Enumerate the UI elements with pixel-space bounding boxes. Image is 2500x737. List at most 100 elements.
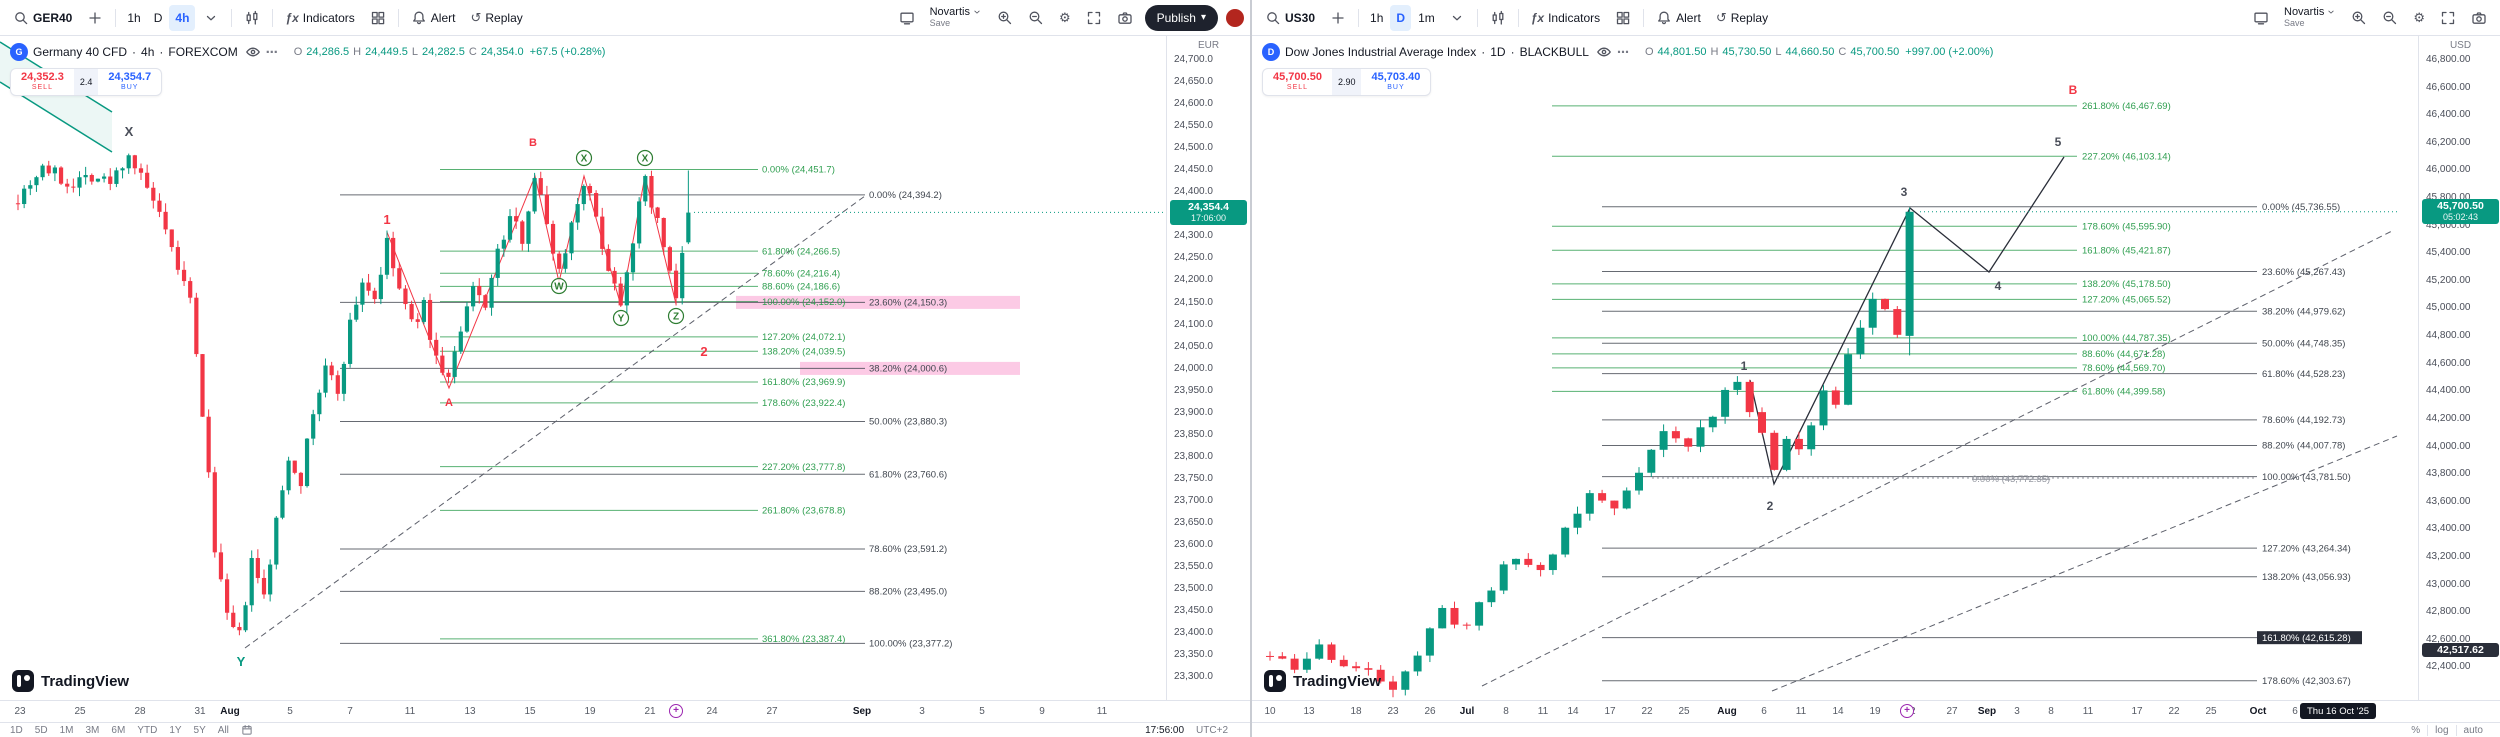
timeframe-2[interactable]: D bbox=[148, 5, 169, 31]
symbol-search-button[interactable]: US30 bbox=[1258, 5, 1322, 31]
screenshot-button[interactable] bbox=[1110, 5, 1140, 31]
range-5D[interactable]: 5D bbox=[34, 724, 48, 736]
chart-pane: 0.00% (24,451.7) 61.80% (24,266.5) 78.60% … bbox=[0, 36, 1250, 700]
eye-icon[interactable] bbox=[1596, 44, 1612, 60]
price-tick: 23,550.0 bbox=[1174, 561, 1213, 573]
indicators-button[interactable]: ƒx Indicators bbox=[278, 5, 361, 31]
wave-zigzag bbox=[386, 174, 677, 390]
range-6M[interactable]: 6M bbox=[111, 724, 126, 736]
range-YTD[interactable]: YTD bbox=[137, 724, 158, 736]
zoom-out-button[interactable] bbox=[1021, 5, 1051, 31]
layout-save-button[interactable]: Novartis Save bbox=[923, 5, 989, 31]
wave-label: Y bbox=[618, 314, 625, 325]
candle-body bbox=[311, 414, 316, 439]
timeframe-3[interactable]: 4h bbox=[169, 4, 196, 31]
zoom-in-button[interactable] bbox=[2344, 5, 2374, 31]
wave-label: 4 bbox=[1995, 279, 2002, 293]
more-options-icon[interactable]: ⋯ bbox=[265, 45, 279, 59]
time-axis[interactable]: 23 25 28 31 Aug 5 7 11 13 15 19 21 24 27 Sep 3 5 9 11 + bbox=[0, 700, 1250, 722]
range-presets: 1D 5D 1M 3M 6M YTD 1Y 5Y All bbox=[10, 725, 229, 736]
timeframe-menu-button[interactable] bbox=[1442, 5, 1472, 31]
fullscreen-button[interactable] bbox=[2433, 5, 2463, 31]
sell-button[interactable]: 24,352.3 SELL bbox=[21, 71, 64, 91]
price-scale[interactable]: USD 46,800.00 46,600.00 46,400.00 46,200.00… bbox=[2418, 36, 2500, 700]
candle-body bbox=[495, 248, 500, 278]
fib-label: 261.80% (46,467.69) bbox=[2082, 101, 2171, 112]
fullscreen-button[interactable] bbox=[1079, 5, 1109, 31]
buy-button[interactable]: 24,354.7 BUY bbox=[108, 71, 152, 91]
fib-label: 23.60% (24,150.3) bbox=[869, 298, 947, 309]
chart-type-button[interactable] bbox=[1483, 5, 1513, 31]
event-marker-icon[interactable]: + bbox=[1900, 704, 1914, 718]
layout-save-button[interactable]: Novartis Save bbox=[2277, 5, 2343, 31]
range-1D[interactable]: 1D bbox=[10, 724, 23, 736]
time-axis[interactable]: 10 13 18 23 26 Jul 8 11 14 17 22 25 Aug 6 11 14 19 22 27 Se… bbox=[1252, 700, 2500, 722]
candle-body bbox=[1462, 624, 1471, 626]
scale-mode-log[interactable]: log bbox=[2427, 724, 2455, 736]
avatar[interactable] bbox=[1226, 8, 1244, 27]
calendar-icon[interactable] bbox=[241, 724, 253, 736]
replay-button[interactable]: ↺ Replay bbox=[1709, 5, 1775, 31]
bell-icon bbox=[1658, 11, 1671, 24]
fib-label: 138.20% (45,178.50) bbox=[2082, 279, 2171, 290]
scale-mode-auto[interactable]: auto bbox=[2455, 724, 2490, 736]
more-options-icon[interactable]: ⋯ bbox=[1616, 45, 1630, 59]
symbol-name: US30 bbox=[1285, 10, 1316, 25]
candle-body bbox=[46, 165, 51, 174]
alert-button[interactable]: Alert bbox=[404, 5, 463, 31]
alert-button[interactable]: Alert bbox=[1649, 5, 1708, 31]
candle-body bbox=[1389, 681, 1397, 690]
candle-body bbox=[40, 165, 45, 178]
sell-button[interactable]: 45,700.50 SELL bbox=[1273, 71, 1322, 91]
settings-button[interactable]: ⚙ bbox=[1052, 5, 1078, 31]
clock[interactable]: 17:56:00 bbox=[1145, 724, 1185, 736]
toolbar-left: US30 1h D 1m ƒx Indicato bbox=[1258, 4, 1775, 31]
screenshot-button[interactable] bbox=[2464, 5, 2494, 31]
legend-timeframe: 4h bbox=[141, 45, 155, 59]
timeframe-3[interactable]: 1m bbox=[1412, 5, 1441, 31]
compare-add-button[interactable] bbox=[80, 5, 110, 31]
settings-button[interactable]: ⚙ bbox=[2406, 5, 2432, 31]
timeframe-1[interactable]: 1h bbox=[121, 5, 146, 31]
zoom-out-button[interactable] bbox=[2375, 5, 2405, 31]
scale-mode-%[interactable]: % bbox=[2411, 724, 2421, 736]
candle-body bbox=[71, 186, 76, 188]
timeframe-1[interactable]: 1h bbox=[1364, 5, 1389, 31]
trendline-dashed-2 bbox=[1771, 435, 2398, 692]
candle-body bbox=[501, 239, 506, 249]
price-tick: 24,600.0 bbox=[1174, 98, 1213, 110]
candle-body bbox=[77, 177, 82, 188]
symbol-title[interactable]: Germany 40 CFD bbox=[33, 45, 128, 59]
range-All[interactable]: All bbox=[217, 724, 229, 736]
symbol-search-button[interactable]: GER40 bbox=[6, 5, 79, 31]
compare-add-button[interactable] bbox=[1323, 5, 1353, 31]
fib-label: 100.00% (43,781.50) bbox=[2262, 472, 2351, 483]
chart-type-button[interactable] bbox=[237, 5, 267, 31]
indicator-templates-button[interactable] bbox=[363, 5, 393, 31]
price-scale[interactable]: EUR 24,700.0 24,650.0 24,600.0 24,550.0 24,5… bbox=[1166, 36, 1250, 700]
range-3M[interactable]: 3M bbox=[85, 724, 100, 736]
timeframe-menu-button[interactable] bbox=[196, 5, 226, 31]
chart-canvas[interactable]: 261.80% (46,467.69)227.20% (46,103.14)17… bbox=[1252, 36, 2418, 700]
timezone[interactable]: UTC+2 bbox=[1196, 724, 1228, 736]
fib-label: 61.80% (44,399.58) bbox=[2082, 387, 2165, 398]
candle-body bbox=[1905, 211, 1914, 336]
indicators-button[interactable]: ƒx Indicators bbox=[1524, 5, 1607, 31]
indicator-templates-button[interactable] bbox=[1608, 5, 1638, 31]
symbol-title[interactable]: Dow Jones Industrial Average Index bbox=[1285, 45, 1477, 59]
zoom-in-button[interactable] bbox=[990, 5, 1020, 31]
layout-select-button[interactable] bbox=[892, 5, 922, 31]
timeframe-2[interactable]: D bbox=[1390, 4, 1412, 31]
eye-icon[interactable] bbox=[245, 44, 261, 60]
range-1M[interactable]: 1M bbox=[59, 724, 74, 736]
buy-button[interactable]: 45,703.40 BUY bbox=[1371, 71, 1421, 91]
range-5Y[interactable]: 5Y bbox=[193, 724, 206, 736]
time-tick: 8 bbox=[2048, 706, 2054, 717]
price-tick: 46,000.00 bbox=[2426, 164, 2471, 176]
replay-button[interactable]: ↺ Replay bbox=[463, 5, 529, 31]
range-1Y[interactable]: 1Y bbox=[169, 724, 182, 736]
layout-select-button[interactable] bbox=[2246, 5, 2276, 31]
chart-canvas[interactable]: 0.00% (24,451.7) 61.80% (24,266.5) 78.60% … bbox=[0, 36, 1166, 700]
event-marker-icon[interactable]: + bbox=[669, 704, 683, 718]
publish-button[interactable]: Publish ▾ bbox=[1144, 4, 1218, 31]
